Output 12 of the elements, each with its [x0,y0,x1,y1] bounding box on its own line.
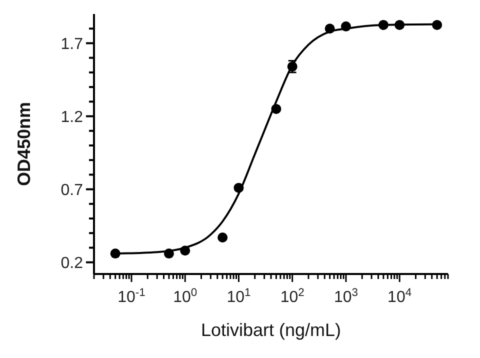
y-tick-label: 0.2 [60,254,84,272]
x-tick-label: 10$^{1}$ [226,287,251,306]
y-tick-label: 1.7 [60,36,84,53]
y-axis-title: OD450nm [14,102,34,186]
y-tick-label: 0.7 [60,182,84,199]
x-tick-label: 10$^{-1}$ [118,287,146,306]
x-tick-label: 10$^{0}$ [173,287,198,306]
y-tick-label: 1.2 [60,108,84,126]
x-tick-label: 10$^{4}$ [388,287,412,306]
x-axis-title: Lotivibart (ng/mL) [200,320,342,340]
x-tick-label: 10$^{3}$ [334,287,358,306]
x-tick-label: 10$^{2}$ [280,287,304,306]
